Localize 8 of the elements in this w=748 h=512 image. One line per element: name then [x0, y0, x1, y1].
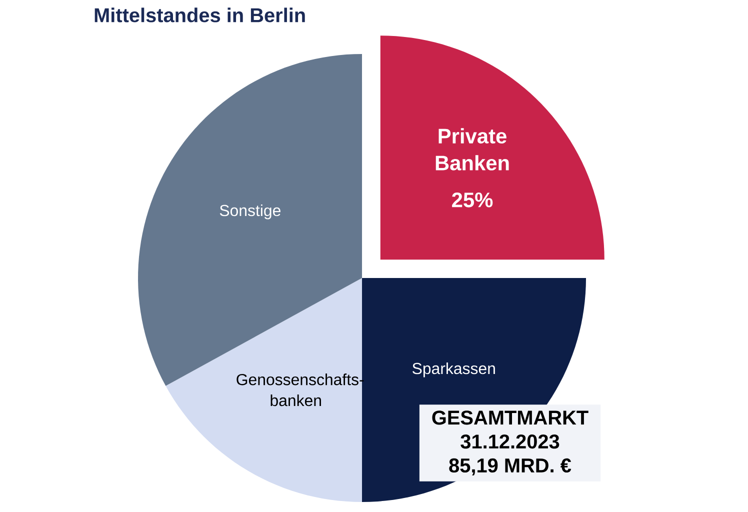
slice-label: Private Banken: [436, 128, 509, 170]
text: 31.12.2023: [460, 434, 560, 449]
chart-title: Mittelstandes in Berlin: [94, 8, 305, 22]
slice-label: Sparkassen: [412, 362, 495, 378]
text: 85,19 MRD. €: [449, 458, 572, 476]
text: GESAMTMARKT: [432, 410, 588, 425]
data-label: 25%: [452, 192, 493, 208]
slice-label: Sonstige: [220, 204, 280, 220]
